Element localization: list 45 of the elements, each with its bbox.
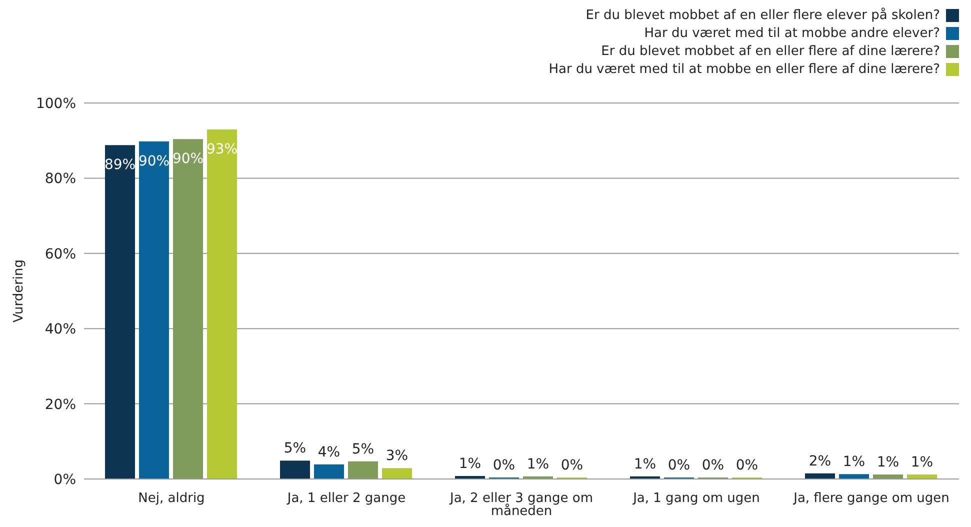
data-label: 90% [172, 151, 204, 168]
y-tick-label: 60% [44, 246, 76, 262]
data-label: 1% [876, 454, 900, 470]
data-label: 90% [138, 153, 170, 170]
bar [382, 468, 412, 479]
x-tick-label: Ja, 2 eller 3 gange om måneden [448, 491, 594, 520]
y-axis-title: Vurdering [12, 259, 27, 323]
y-tick-label: 0% [54, 472, 76, 488]
legend-label: Er du blevet mobbet af en eller flere af dine lærere? [601, 44, 940, 59]
data-label: 1% [910, 454, 934, 470]
data-label: 0% [736, 457, 758, 474]
x-tick-label: Ja, 1 gang om ugen [632, 491, 760, 506]
legend-label: Har du været med til at mobbe en eller flere af dine lærere? [548, 62, 940, 77]
bar [105, 145, 135, 479]
data-label: 0% [492, 457, 516, 474]
bar [348, 461, 378, 479]
y-tick-label: 20% [44, 396, 76, 413]
bar [314, 464, 344, 479]
x-tick-label: Ja, flere gange om ugen [792, 491, 950, 506]
x-tick-label: Ja, 1 eller 2 gange [286, 491, 406, 506]
data-label: 5% [352, 441, 374, 458]
bar [139, 141, 169, 479]
data-label: 1% [458, 456, 482, 472]
y-tick-label: 40% [44, 322, 76, 338]
y-tick-label: 80% [44, 171, 76, 188]
bar [207, 129, 237, 479]
data-label: 3% [386, 448, 408, 464]
data-label: 0% [702, 457, 724, 474]
bar [173, 139, 203, 479]
data-label: 89% [104, 157, 136, 174]
bar [839, 474, 869, 479]
bar [280, 460, 310, 479]
data-label: 1% [842, 454, 866, 470]
data-label: 1% [634, 456, 656, 472]
data-label: 1% [526, 456, 550, 472]
data-label: 93% [206, 141, 238, 158]
y-tick-label: 100% [36, 96, 76, 112]
x-tick-label: Nej, aldrig [138, 491, 205, 506]
data-label: 0% [668, 457, 690, 474]
data-label: 2% [808, 453, 832, 470]
data-label: 5% [284, 440, 306, 457]
legend-label: Er du blevet mobbet af en eller flere elever på skolen? [586, 8, 940, 23]
legend-label: Har du været med til at mobbe andre elever? [644, 26, 940, 41]
data-label: 4% [318, 444, 340, 460]
data-label: 0% [560, 457, 584, 474]
